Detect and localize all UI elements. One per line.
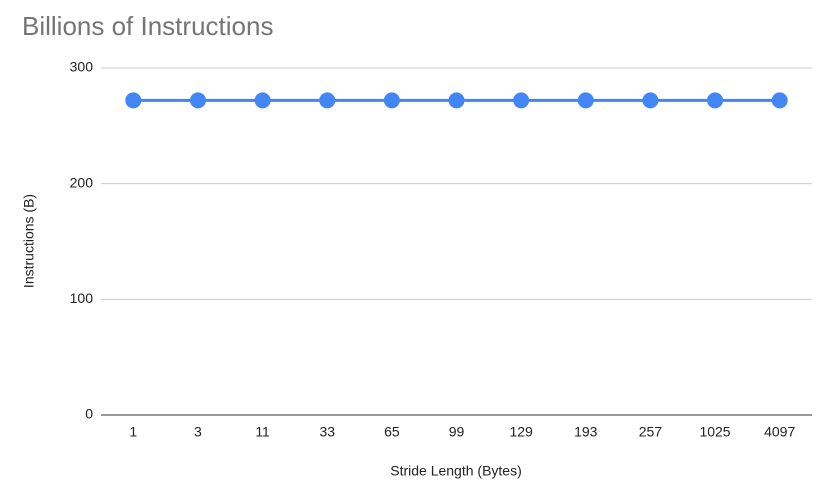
y-tick-label: 300 xyxy=(70,59,94,75)
x-tick-label: 1 xyxy=(129,424,137,440)
point xyxy=(189,92,206,109)
point xyxy=(383,92,400,109)
x-tick-label: 3 xyxy=(194,424,202,440)
point xyxy=(448,92,465,109)
point xyxy=(513,92,530,109)
point xyxy=(642,92,659,109)
point xyxy=(125,92,142,109)
x-tick-label: 193 xyxy=(574,424,598,440)
x-tick-label: 129 xyxy=(509,424,533,440)
y-tick-label: 200 xyxy=(70,174,94,190)
x-tick-label: 11 xyxy=(255,424,270,440)
x-tick-label: 99 xyxy=(449,424,465,440)
x-tick-label: 4097 xyxy=(764,424,795,440)
x-tick-label: 257 xyxy=(639,424,663,440)
y-tick-label: 0 xyxy=(85,406,93,422)
y-axis-label: Instructions (B) xyxy=(21,194,37,288)
point xyxy=(577,92,594,109)
point xyxy=(771,92,788,109)
x-axis-label: Stride Length (Bytes) xyxy=(390,463,522,479)
point xyxy=(319,92,336,109)
x-tick-label: 1025 xyxy=(699,424,730,440)
point xyxy=(254,92,271,109)
x-tick-label: 33 xyxy=(319,424,335,440)
x-tick-label: 65 xyxy=(384,424,400,440)
y-tick-label: 100 xyxy=(70,290,94,306)
point xyxy=(707,92,724,109)
chart-title: Billions of Instructions xyxy=(22,11,273,41)
